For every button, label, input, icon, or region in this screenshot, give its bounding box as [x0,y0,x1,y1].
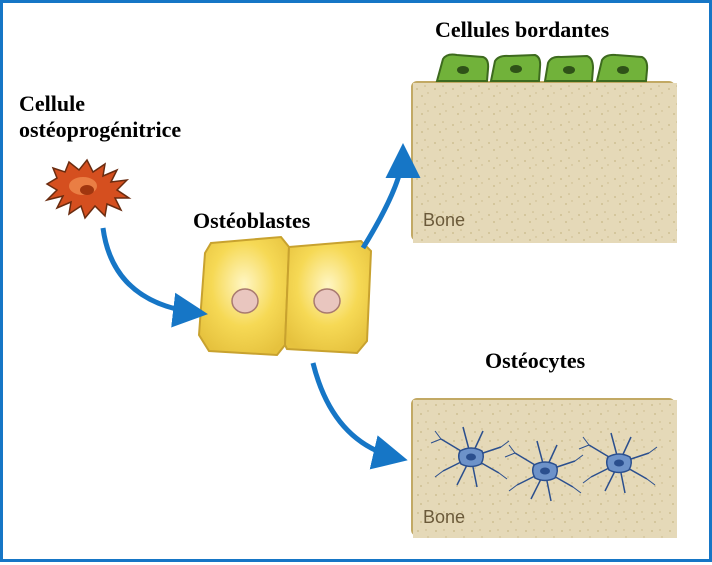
arrow-osteoblast-to-bordantes [363,153,403,248]
arrow-osteoblast-to-osteocytes [313,363,398,458]
arrow-progenitor-to-osteoblast [103,228,198,313]
diagram-frame: Cellule ostéoprogénitrice Ostéoblastes C… [0,0,712,562]
arrows [3,3,712,565]
